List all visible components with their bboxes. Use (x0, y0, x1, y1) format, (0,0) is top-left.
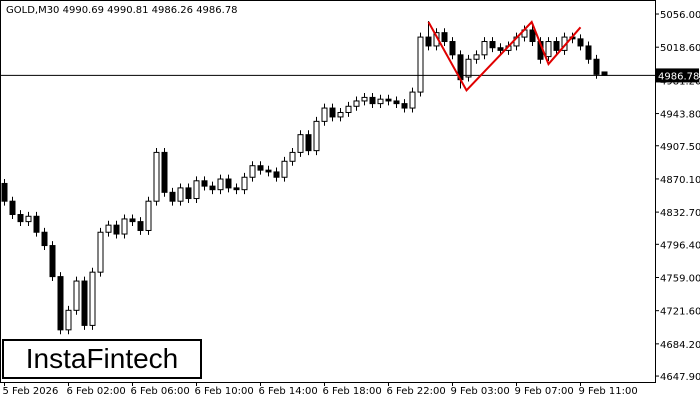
candle-body (449, 41, 456, 56)
x-tick-label: 5 Feb 2026 (3, 386, 59, 397)
candle-body (337, 111, 344, 118)
candle-body (497, 47, 504, 51)
candle-body (137, 221, 144, 231)
last-price-box (655, 68, 699, 83)
candle-body (465, 58, 472, 78)
candle-body (201, 180, 208, 187)
candle-body (273, 171, 280, 178)
candle-body (369, 96, 376, 105)
candle-body (409, 91, 416, 109)
candle-body (489, 41, 496, 49)
pattern-line (427, 20, 582, 92)
x-tick-label: 9 Feb 11:00 (579, 386, 638, 397)
candle-body (281, 160, 288, 178)
candle-body (185, 187, 192, 200)
y-tick-label: 4870.10 (660, 175, 700, 186)
candle-body (145, 200, 152, 231)
candle-body (249, 165, 256, 178)
candle-body (377, 98, 384, 105)
y-tick-label: 4759.00 (660, 273, 700, 284)
x-tick-label: 9 Feb 03:00 (451, 386, 510, 397)
candle-body (121, 218, 128, 235)
candle-body (473, 54, 480, 60)
candle-body (257, 165, 264, 171)
candle-body (297, 134, 304, 153)
candle-body (161, 151, 168, 193)
y-tick-label: 4796.40 (660, 240, 700, 251)
candle-body (49, 245, 56, 278)
candle-body (481, 41, 488, 56)
candle-body (89, 271, 96, 326)
watermark-box (2, 339, 202, 379)
candle-body (1, 182, 8, 202)
candle-body (113, 224, 120, 235)
y-tick-label: 4943.80 (660, 110, 700, 121)
watermark: InstaFintech (26, 343, 179, 374)
candle-body (41, 231, 48, 247)
candle-body (9, 200, 16, 216)
candle-body (57, 276, 64, 331)
candle-body (417, 36, 424, 93)
candle-body (177, 187, 184, 202)
x-tick-label: 6 Feb 06:00 (131, 386, 190, 397)
y-tick-label: 4721.60 (660, 307, 700, 318)
y-tick-label: 5056.00 (660, 10, 700, 21)
candle-body (17, 214, 24, 223)
candle-body (441, 32, 448, 43)
candle-body (265, 169, 272, 173)
x-tick-label: 6 Feb 02:00 (67, 386, 126, 397)
candle-body (585, 45, 592, 60)
candle-body (593, 58, 600, 75)
candle-body (577, 38, 584, 47)
candle-body (545, 41, 552, 58)
candle-body (553, 41, 560, 51)
plot-frame (0, 0, 656, 383)
last-price-label: 4986.78 (658, 71, 699, 82)
candle-body (129, 218, 136, 223)
candle-body (289, 151, 296, 162)
x-tick-label: 9 Feb 07:00 (515, 386, 574, 397)
y-tick-label: 4684.20 (660, 340, 700, 351)
candle-body (241, 176, 248, 191)
candle-body (313, 120, 320, 152)
candle-body (329, 107, 336, 118)
y-tick-label: 4832.70 (660, 208, 700, 219)
candle-body (353, 100, 360, 107)
candle-body (217, 178, 224, 191)
candle-body (97, 231, 104, 273)
candle-body (25, 215, 32, 223)
candle-body (81, 280, 88, 326)
candle-body (169, 191, 176, 202)
candle-body (305, 134, 312, 152)
candle-body (601, 71, 608, 76)
candle-body (529, 29, 536, 43)
x-tick-label: 6 Feb 22:00 (387, 386, 446, 397)
y-tick-label: 4907.50 (660, 142, 700, 153)
candle-body (401, 103, 408, 109)
candle-body (209, 185, 216, 191)
candle-body (153, 151, 160, 202)
candle-body (393, 100, 400, 105)
x-tick-label: 6 Feb 14:00 (259, 386, 318, 397)
chart-title: GOLD,M30 4990.69 4990.81 4986.26 4986.78 (6, 5, 238, 16)
candle-body (193, 180, 200, 200)
candle-body (225, 178, 232, 189)
y-tick-label: 4647.90 (660, 372, 700, 383)
candle-body (233, 187, 240, 191)
x-tick-label: 6 Feb 18:00 (323, 386, 382, 397)
candle-body (425, 36, 432, 47)
candle-body (105, 224, 112, 233)
candle-body (73, 280, 80, 311)
candle-body (385, 98, 392, 102)
candle-body (33, 215, 40, 233)
x-tick-label: 6 Feb 10:00 (195, 386, 254, 397)
candle-body (361, 96, 368, 102)
candle-body (345, 105, 352, 113)
candle-body (321, 107, 328, 122)
candle-body (65, 309, 72, 331)
y-tick-label: 5018.60 (660, 43, 700, 54)
